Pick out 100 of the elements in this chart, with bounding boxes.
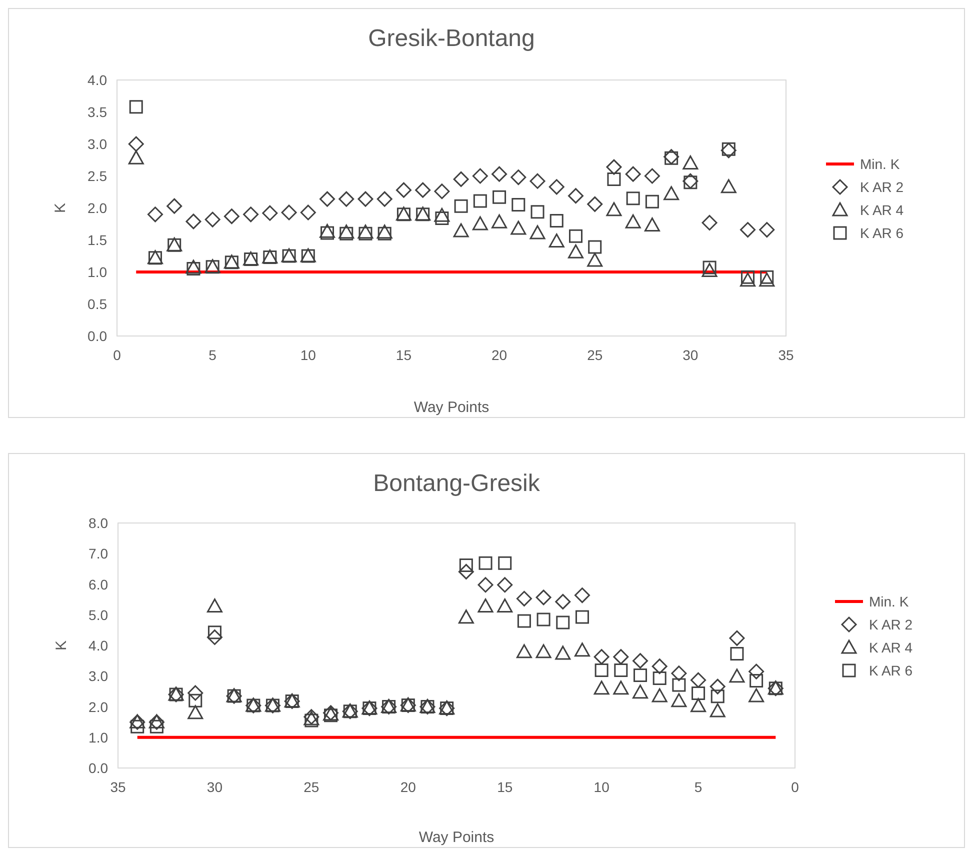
- point: [574, 642, 590, 657]
- point: [692, 686, 706, 700]
- point: [396, 182, 412, 198]
- point: [516, 590, 532, 606]
- x-tick-label: 0: [791, 779, 800, 795]
- point: [206, 629, 222, 645]
- point: [682, 155, 698, 170]
- point: [548, 234, 564, 248]
- point: [204, 212, 220, 228]
- point: [555, 646, 571, 660]
- chart-title: Bontang-Gresik: [373, 470, 541, 497]
- point: [568, 229, 582, 243]
- point: [510, 170, 526, 186]
- y-tick-label: 5.0: [88, 606, 108, 623]
- point: [574, 588, 590, 604]
- point: [748, 664, 764, 680]
- point: [512, 198, 526, 212]
- x-tick-label: 5: [208, 347, 217, 363]
- point: [632, 653, 648, 669]
- point: [671, 693, 687, 708]
- x-axis-title: Way Points: [414, 399, 490, 416]
- point: [671, 666, 687, 682]
- point: [575, 610, 589, 624]
- point: [587, 252, 603, 267]
- point: [644, 218, 660, 232]
- point: [690, 672, 706, 688]
- x-tick-label: 0: [113, 347, 122, 363]
- point: [614, 664, 628, 678]
- y-axis-title: K: [52, 202, 69, 214]
- point: [613, 649, 629, 665]
- point: [147, 206, 163, 222]
- point: [458, 564, 474, 580]
- point: [166, 198, 182, 214]
- point: [497, 598, 513, 613]
- point: [186, 260, 202, 274]
- point: [588, 240, 602, 254]
- point: [606, 202, 622, 216]
- point: [625, 166, 641, 182]
- chart-title: Gresik-Bontang: [368, 25, 535, 52]
- point: [338, 191, 354, 207]
- y-tick-label: 0.0: [88, 328, 108, 344]
- y-tick-label: 0.0: [88, 760, 108, 776]
- point: [644, 168, 660, 184]
- point: [300, 204, 316, 220]
- point: [150, 720, 164, 734]
- x-tick-label: 30: [206, 779, 223, 795]
- point: [740, 272, 756, 287]
- y-tick-label: 4.0: [88, 72, 108, 88]
- point: [729, 668, 745, 683]
- point: [750, 674, 764, 688]
- legend-label: K AR 4: [860, 202, 904, 218]
- point: [634, 668, 648, 682]
- point: [516, 644, 532, 658]
- legend-label: K AR 4: [869, 640, 913, 656]
- legend-label: Min. K: [869, 594, 910, 610]
- y-tick-label: 3.0: [88, 668, 108, 684]
- x-tick-label: 35: [110, 779, 126, 795]
- point: [530, 205, 544, 219]
- point: [759, 272, 775, 287]
- point: [186, 262, 200, 276]
- point: [645, 194, 659, 208]
- point: [262, 205, 278, 221]
- y-tick-label: 0.5: [88, 296, 108, 312]
- point: [320, 226, 334, 240]
- y-tick-label: 6.0: [88, 576, 108, 592]
- x-tick-label: 25: [304, 779, 320, 795]
- point: [415, 182, 431, 198]
- point: [473, 194, 487, 208]
- point: [478, 556, 492, 570]
- legend-label: K AR 2: [869, 616, 913, 632]
- x-tick-label: 25: [587, 347, 603, 363]
- point: [472, 216, 488, 230]
- point: [626, 192, 640, 206]
- y-tick-label: 8.0: [88, 515, 108, 531]
- point: [472, 168, 488, 184]
- point: [702, 260, 716, 274]
- point: [672, 678, 686, 692]
- point: [517, 614, 531, 628]
- point: [729, 630, 745, 646]
- point: [587, 196, 603, 212]
- point: [760, 270, 774, 284]
- point: [625, 214, 641, 228]
- point: [304, 714, 318, 728]
- y-axis-title: K: [53, 640, 70, 651]
- point: [320, 224, 336, 238]
- point: [243, 206, 259, 222]
- point: [498, 556, 512, 570]
- point: [550, 214, 564, 228]
- point: [454, 199, 468, 213]
- point: [128, 136, 144, 152]
- point: [208, 626, 222, 640]
- point: [459, 558, 473, 572]
- y-tick-label: 1.5: [88, 232, 108, 248]
- point: [129, 100, 143, 114]
- point: [281, 204, 297, 220]
- x-tick-label: 15: [396, 347, 412, 363]
- point: [536, 644, 552, 658]
- point: [492, 190, 506, 204]
- point: [492, 214, 508, 228]
- point: [594, 664, 608, 678]
